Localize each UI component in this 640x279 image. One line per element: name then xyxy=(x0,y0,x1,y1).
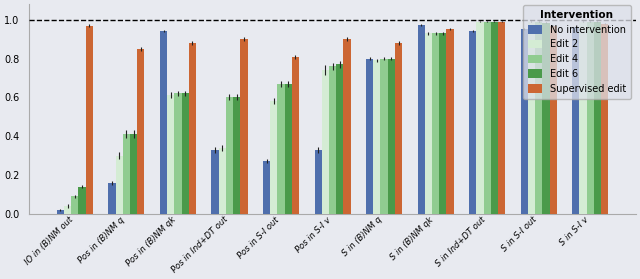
Bar xyxy=(528,22,535,214)
Bar xyxy=(167,95,174,214)
Bar xyxy=(491,22,498,214)
Bar xyxy=(344,39,351,214)
Bar xyxy=(108,183,116,214)
Bar xyxy=(388,59,395,214)
Bar xyxy=(123,134,130,214)
Bar xyxy=(395,43,402,214)
Bar xyxy=(211,150,219,214)
Legend: No intervention, Edit 2, Edit 4, Edit 6, Supervised edit: No intervention, Edit 2, Edit 4, Edit 6,… xyxy=(523,5,631,99)
Bar xyxy=(137,49,145,214)
Bar xyxy=(226,97,233,214)
Bar xyxy=(594,22,601,214)
Bar xyxy=(425,33,432,214)
Bar xyxy=(550,25,557,214)
Bar xyxy=(263,161,270,214)
Bar xyxy=(439,33,447,214)
Bar xyxy=(447,29,454,214)
Bar xyxy=(64,206,71,214)
Bar xyxy=(432,33,439,214)
Bar xyxy=(116,156,123,214)
Bar xyxy=(292,57,299,214)
Bar xyxy=(130,134,137,214)
Bar xyxy=(277,84,285,214)
Bar xyxy=(601,24,608,214)
Bar xyxy=(160,31,167,214)
Bar xyxy=(219,148,226,214)
Bar xyxy=(417,25,425,214)
Bar xyxy=(189,43,196,214)
Bar xyxy=(174,93,182,214)
Bar xyxy=(233,97,240,214)
Bar xyxy=(86,25,93,214)
Bar xyxy=(285,84,292,214)
Bar xyxy=(79,187,86,214)
Bar xyxy=(57,210,64,214)
Bar xyxy=(336,64,344,214)
Bar xyxy=(542,23,550,214)
Bar xyxy=(71,196,79,214)
Bar xyxy=(579,22,587,214)
Bar xyxy=(182,93,189,214)
Bar xyxy=(521,29,528,214)
Bar xyxy=(329,66,336,214)
Bar xyxy=(535,22,542,214)
Bar xyxy=(380,59,388,214)
Bar xyxy=(572,27,579,214)
Bar xyxy=(322,70,329,214)
Bar xyxy=(587,22,594,214)
Bar xyxy=(484,22,491,214)
Bar xyxy=(270,101,277,214)
Bar xyxy=(240,39,248,214)
Bar xyxy=(469,31,476,214)
Bar xyxy=(366,59,373,214)
Bar xyxy=(476,22,484,214)
Bar xyxy=(498,22,505,214)
Bar xyxy=(373,61,380,214)
Bar xyxy=(314,150,322,214)
